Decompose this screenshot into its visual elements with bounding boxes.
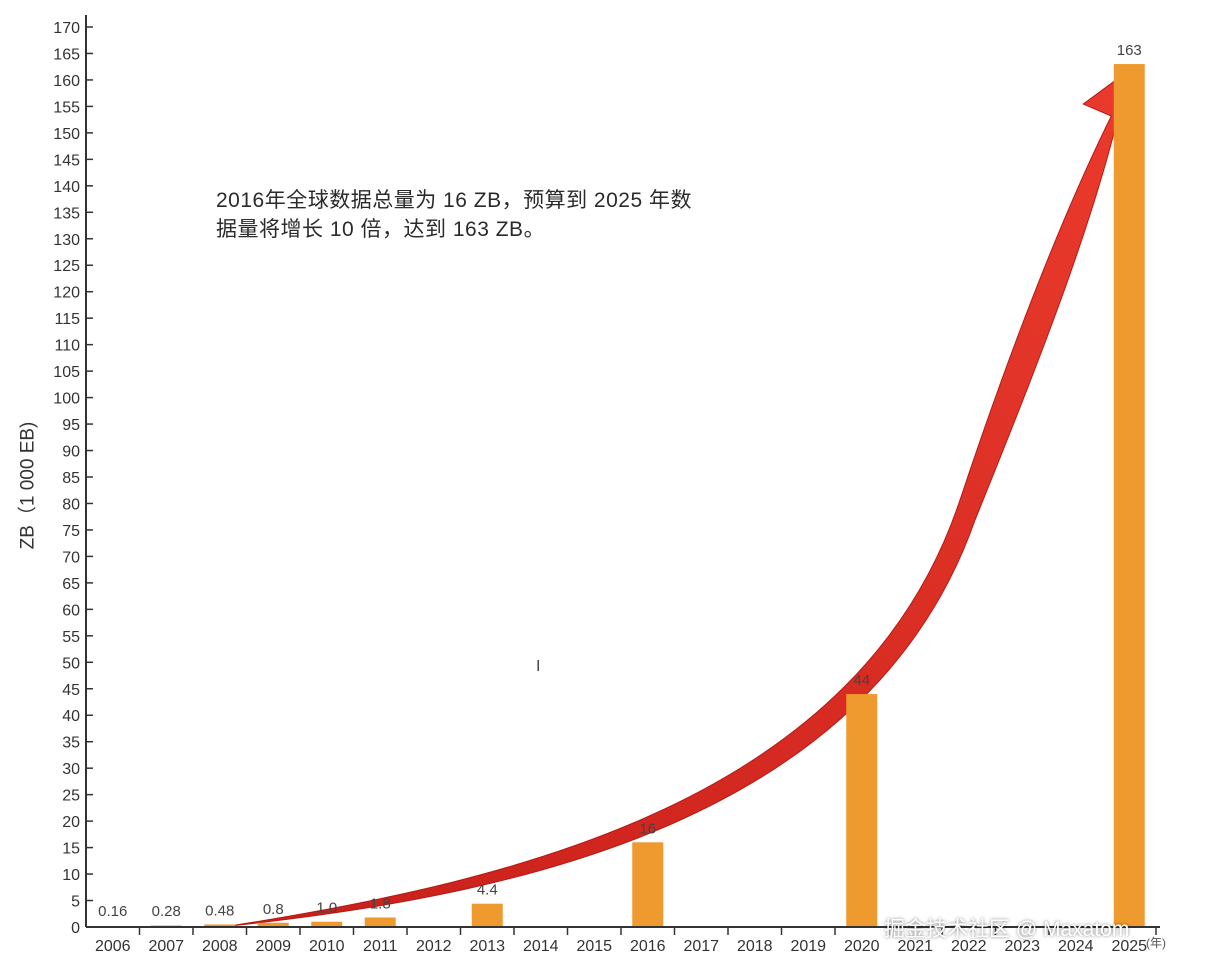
y-tick-label: 145 — [53, 152, 80, 169]
bars: 0.16 0.28 0.48 0.8 1.0 1.8 4.4 16 44 163 — [97, 42, 1145, 927]
y-tick-label: 0 — [71, 920, 80, 937]
y-tick-label: 155 — [53, 99, 80, 116]
x-tick-label-2014: 2014 — [523, 938, 559, 955]
data-label-2025: 163 — [1117, 42, 1142, 59]
x-axis-label: (年) — [1146, 936, 1166, 950]
x-tick-label-2021: 2021 — [897, 938, 933, 955]
x-tick-label-2022: 2022 — [951, 938, 987, 955]
y-tick-label: 150 — [53, 126, 80, 143]
data-label-2020: 44 — [853, 672, 870, 689]
x-tick-label-2019: 2019 — [790, 938, 826, 955]
bar-2013 — [471, 903, 503, 927]
x-tick-label-2013: 2013 — [469, 938, 505, 955]
y-tick-label: 60 — [62, 602, 80, 619]
x-tick-label-2020: 2020 — [844, 938, 880, 955]
bar-2020 — [846, 694, 878, 927]
y-tick-label: 160 — [53, 73, 80, 90]
y-tick-label: 70 — [62, 549, 80, 566]
y-tick-label: 130 — [53, 232, 80, 249]
x-tick-label-2023: 2023 — [1004, 938, 1040, 955]
y-tick-label: 95 — [62, 417, 80, 434]
y-tick-label: 105 — [53, 364, 80, 381]
y-tick-label: 25 — [62, 788, 80, 805]
x-tick-label-2015: 2015 — [576, 938, 612, 955]
x-tick-label-2006: 2006 — [95, 938, 131, 955]
axes: 0510152025303540455055606570758085909510… — [53, 15, 1166, 955]
x-tick-label-2007: 2007 — [148, 938, 184, 955]
y-tick-label: 15 — [62, 841, 80, 858]
y-tick-label: 125 — [53, 258, 80, 275]
data-label-2008: 0.48 — [205, 902, 234, 919]
x-tick-label-2024: 2024 — [1058, 938, 1094, 955]
y-tick-label: 30 — [62, 761, 80, 778]
annotation-line-1: 2016年全球数据总量为 16 ZB，预算到 2025 年数 — [216, 189, 692, 212]
x-tick-label-2008: 2008 — [202, 938, 238, 955]
y-tick-label: 45 — [62, 682, 80, 699]
y-tick-label: 165 — [53, 46, 80, 63]
y-tick-label: 20 — [62, 814, 80, 831]
x-tick-label-2012: 2012 — [416, 938, 452, 955]
y-tick-label: 75 — [62, 523, 80, 540]
y-tick-label: 40 — [62, 708, 80, 725]
chart-annotation: 2016年全球数据总量为 16 ZB，预算到 2025 年数 据量将增长 10 … — [216, 186, 776, 244]
bar-2025 — [1113, 64, 1145, 927]
bar-2009 — [257, 922, 289, 927]
y-tick-label: 140 — [53, 179, 80, 196]
y-tick-label: 65 — [62, 576, 80, 593]
data-label-2007: 0.28 — [152, 903, 181, 920]
x-tick-label-2025: 2025 — [1111, 938, 1147, 955]
bar-2016 — [632, 842, 664, 927]
y-tick-label: 10 — [62, 867, 80, 884]
y-tick-label: 85 — [62, 470, 80, 487]
y-tick-label: 55 — [62, 629, 80, 646]
x-tick-label-2009: 2009 — [255, 938, 291, 955]
y-tick-label: 170 — [53, 20, 80, 37]
bar-2008 — [204, 924, 236, 927]
data-label-2011: 1.8 — [370, 895, 391, 912]
x-tick-label-2016: 2016 — [630, 938, 666, 955]
y-axis-label-text: ZB（1 000 EB) — [17, 421, 39, 550]
data-label-2010: 1.0 — [316, 900, 337, 917]
bar-2010 — [311, 921, 343, 927]
data-label-2009: 0.8 — [263, 901, 284, 918]
y-tick-label: 80 — [62, 496, 80, 513]
y-tick-label: 5 — [71, 894, 80, 911]
bar-2011 — [364, 917, 396, 927]
y-tick-label: 110 — [54, 338, 80, 355]
text-cursor-icon: I — [536, 658, 541, 675]
y-tick-label: 35 — [62, 735, 80, 752]
annotation-line-2: 据量将增长 10 倍，达到 163 ZB。 — [216, 218, 546, 241]
data-label-2013: 4.4 — [477, 882, 498, 899]
x-tick-label-2010: 2010 — [309, 938, 345, 955]
y-tick-label: 115 — [54, 311, 80, 328]
data-label-2016: 16 — [639, 820, 656, 837]
y-tick-label: 120 — [53, 285, 80, 302]
y-tick-label: 135 — [53, 205, 80, 222]
x-tick-label-2018: 2018 — [737, 938, 773, 955]
x-tick-label-2011: 2011 — [363, 938, 398, 955]
x-tick-label-2017: 2017 — [683, 938, 719, 955]
y-tick-label: 100 — [53, 391, 80, 408]
watermark: 掘金技术社区 @ Maxatom — [884, 918, 1130, 941]
data-label-2006: 0.16 — [98, 903, 127, 920]
y-tick-label: 50 — [62, 655, 80, 672]
y-tick-label: 90 — [62, 444, 80, 461]
